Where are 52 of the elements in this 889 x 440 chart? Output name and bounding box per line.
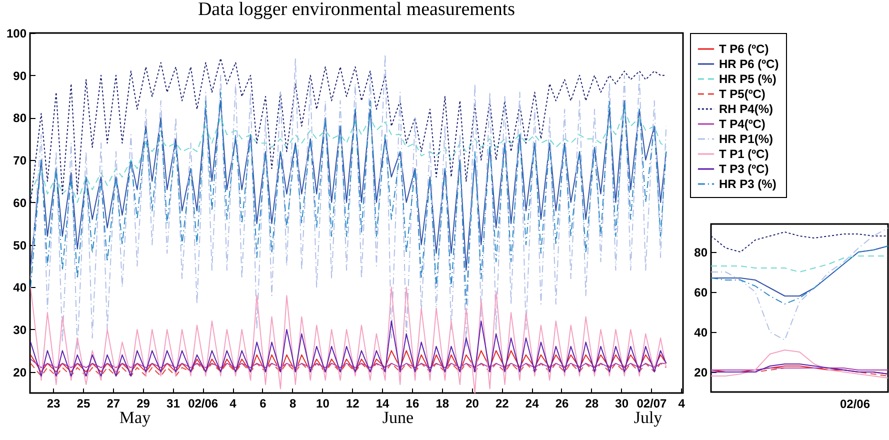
legend-label: T P1 (ºC) bbox=[719, 147, 769, 161]
y-tick-label: 90 bbox=[13, 68, 27, 83]
line-series bbox=[710, 350, 888, 378]
x-tick-label: 6 bbox=[260, 396, 267, 410]
y-tick-label: 30 bbox=[13, 322, 27, 337]
chart-title: Data logger environmental measurements bbox=[198, 0, 516, 20]
y-tick-label: 80 bbox=[694, 246, 708, 260]
y-tick-label: 50 bbox=[13, 238, 27, 252]
y-tick-label: 80 bbox=[13, 111, 27, 126]
text: July bbox=[634, 408, 662, 428]
x-tick-label: 14 bbox=[376, 396, 390, 410]
x-tick-label: 23 bbox=[46, 396, 61, 410]
y-tick-label: 20 bbox=[694, 366, 708, 380]
x-tick-label: 18 bbox=[436, 396, 450, 410]
y-tick-label: 60 bbox=[694, 286, 708, 300]
legend-label: T P5(ºC) bbox=[719, 87, 766, 101]
text: June bbox=[382, 408, 414, 428]
legend-label: HR P1(%) bbox=[719, 132, 774, 146]
x-tick-label: 02/07 bbox=[636, 396, 668, 410]
legend-label: HR P3 (%) bbox=[719, 177, 776, 191]
y-tick-label: 60 bbox=[13, 196, 27, 210]
y-tick-label: 40 bbox=[13, 280, 27, 295]
y-tick-label: 40 bbox=[694, 326, 708, 340]
x-tick-label: 25 bbox=[76, 396, 90, 410]
legend-label: RH P4(%) bbox=[719, 102, 774, 116]
y-tick-label: 20 bbox=[13, 365, 27, 380]
x-tick-label: 24 bbox=[525, 396, 540, 410]
legend-label: T P3 (ºC) bbox=[719, 162, 769, 176]
x-tick-label: 22 bbox=[496, 396, 510, 410]
x-tick-label: 12 bbox=[346, 396, 360, 410]
x-tick-label: 8 bbox=[289, 396, 296, 410]
x-tick-label: 28 bbox=[585, 396, 599, 410]
line-series bbox=[710, 232, 888, 252]
legend-label: HR P5 (%) bbox=[719, 72, 776, 86]
x-tick-label: 27 bbox=[106, 396, 120, 410]
text: May bbox=[119, 408, 151, 428]
line-series bbox=[710, 228, 888, 340]
x-tick-label: 02/06 bbox=[188, 396, 218, 410]
legend-label: T P6 (ºC) bbox=[719, 42, 769, 56]
x-tick-label: 30 bbox=[615, 396, 629, 410]
x-tick-label: 4 bbox=[230, 396, 237, 410]
x-tick-label: 20 bbox=[466, 396, 480, 410]
x-tick-label: 29 bbox=[136, 396, 150, 410]
x-tick-label: 16 bbox=[406, 396, 420, 410]
x-tick-label: 31 bbox=[166, 396, 180, 410]
x-tick-label: 10 bbox=[316, 396, 330, 410]
x-tick-label: 26 bbox=[555, 396, 569, 410]
legend-label: HR P6 (ºC) bbox=[719, 57, 779, 71]
y-tick-label: 70 bbox=[13, 154, 27, 168]
legend-label: T P4(ºC) bbox=[719, 117, 766, 131]
y-tick-label: 100 bbox=[6, 26, 27, 40]
x-tick-label: 4 bbox=[678, 396, 686, 410]
